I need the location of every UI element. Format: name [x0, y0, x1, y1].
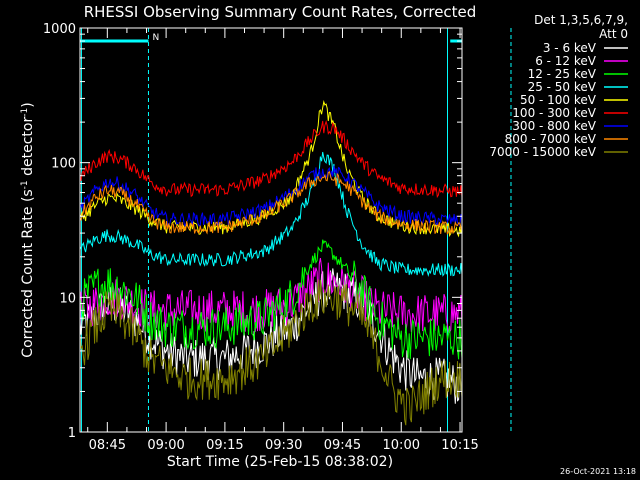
x-tick-label: 09:00 [147, 438, 184, 453]
x-tick-label: 10:15 [441, 438, 478, 453]
legend-label: 3 - 6 keV [543, 41, 597, 55]
flag-label: N [152, 33, 159, 43]
y-axis-label-end: ) [20, 102, 36, 107]
x-tick-label: 10:00 [383, 438, 420, 453]
axes: 1 10 100 1000 08:45 09:00 09:15 09:30 09:45 10:00… [43, 22, 479, 453]
x-axis-label: Start Time (25-Feb-15 08:38:02) [167, 454, 393, 470]
y-axis-label-sup1: -1 [20, 180, 30, 189]
x-tick-label: 09:45 [324, 438, 361, 453]
x-tick-label: 09:15 [206, 438, 243, 453]
x-tick-label: 08:45 [89, 438, 126, 453]
series-line [79, 279, 463, 426]
y-axis-label: Corrected Count Rate (s-1 detector-1) [20, 102, 36, 357]
legend-label: 800 - 7000 keV [505, 132, 597, 146]
plot-content: N [79, 28, 512, 432]
x-tick-label: 09:30 [265, 438, 302, 453]
y-tick-label: 100 [51, 157, 76, 172]
legend-label: 25 - 50 keV [528, 80, 597, 94]
series-line [79, 239, 463, 360]
plot-frame [79, 27, 463, 433]
legend-label: 12 - 25 keV [528, 67, 597, 81]
y-tick-label: 1000 [43, 22, 76, 37]
y-tick-label: 10 [59, 291, 76, 306]
series-line [79, 119, 463, 199]
series-line [79, 170, 463, 235]
legend-label: 300 - 800 keV [512, 119, 596, 133]
y-axis-label-mid: detector [20, 117, 36, 181]
legend-label: 7000 - 15000 keV [489, 145, 596, 159]
y-axis-label-sup2: -1 [20, 108, 30, 117]
legend-header-line-2: Att 0 [599, 27, 628, 41]
timestamp: 26-Oct-2021 13:18 [560, 467, 636, 476]
chart-title: RHESSI Observing Summary Count Rates, Co… [84, 3, 477, 21]
series-line [79, 151, 463, 277]
y-tick-label: 1 [68, 426, 76, 441]
legend-label: 100 - 300 keV [512, 106, 596, 120]
y-axis-label-main: Corrected Count Rate (s [20, 189, 36, 357]
legend-label: 50 - 100 keV [520, 93, 597, 107]
legend-header-line-1: Det 1,3,5,6,7,9, [534, 13, 628, 27]
legend-label: 6 - 12 keV [535, 54, 597, 68]
